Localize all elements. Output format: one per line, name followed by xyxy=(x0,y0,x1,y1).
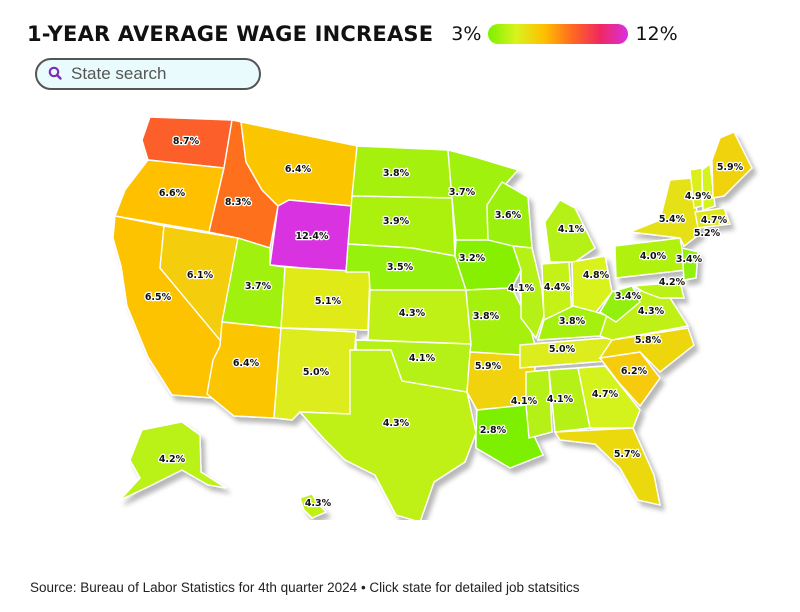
state-fl[interactable] xyxy=(553,427,661,506)
state-value-label-nd: 3.8% xyxy=(383,168,410,179)
state-ms[interactable] xyxy=(525,369,553,439)
state-wv[interactable] xyxy=(599,285,641,323)
legend-min-label: 3% xyxy=(451,23,482,45)
source-note: Source: Bureau of Labor Statistics for 4… xyxy=(30,580,580,595)
state-value-label-la: 2.8% xyxy=(480,425,507,436)
state-ga[interactable] xyxy=(577,365,641,429)
state-value-label-vt: 4.9% xyxy=(685,191,712,202)
state-value-label-al: 4.1% xyxy=(547,394,574,405)
state-value-label-wi: 3.6% xyxy=(495,210,522,221)
state-value-label-mn: 3.7% xyxy=(449,187,476,198)
state-value-label-wv: 3.4% xyxy=(615,291,642,302)
state-nj[interactable] xyxy=(681,247,699,281)
state-ak[interactable] xyxy=(119,421,227,501)
state-value-label-ms: 4.1% xyxy=(511,396,538,407)
state-value-label-tn: 5.0% xyxy=(549,344,576,355)
state-value-label-mi: 4.1% xyxy=(558,224,585,235)
state-value-label-il: 4.1% xyxy=(508,283,535,294)
state-me[interactable] xyxy=(711,131,753,199)
state-value-label-tx: 4.3% xyxy=(383,418,410,429)
state-value-label-in: 4.4% xyxy=(544,282,571,293)
legend-gradient-bar xyxy=(488,24,629,44)
state-nh[interactable] xyxy=(701,162,716,211)
state-mi[interactable] xyxy=(544,199,596,263)
state-il[interactable] xyxy=(511,245,545,340)
state-search-box[interactable] xyxy=(35,58,261,90)
state-or[interactable] xyxy=(114,159,225,233)
state-vt[interactable] xyxy=(689,167,703,209)
state-value-label-wy: 12.4% xyxy=(296,231,329,242)
page-title: 1-YEAR AVERAGE WAGE INCREASE xyxy=(27,22,434,46)
state-value-label-me: 5.9% xyxy=(717,162,744,173)
state-hi[interactable] xyxy=(299,493,328,519)
state-value-label-va: 4.3% xyxy=(638,306,665,317)
state-value-label-ca: 6.5% xyxy=(145,292,172,303)
state-value-label-mo: 3.8% xyxy=(473,311,500,322)
state-oh[interactable] xyxy=(571,255,613,313)
state-value-label-ak: 4.2% xyxy=(159,454,186,465)
state-value-label-nj: 3.4% xyxy=(676,254,703,265)
state-value-label-ok: 4.1% xyxy=(409,353,436,364)
state-value-label-az: 6.4% xyxy=(233,358,260,369)
state-value-label-id: 8.3% xyxy=(225,197,252,208)
state-value-label-ny: 5.4% xyxy=(659,214,686,225)
state-value-label-md: 4.2% xyxy=(659,277,686,288)
header: 1-YEAR AVERAGE WAGE INCREASE 3% 12% xyxy=(27,16,678,52)
state-value-label-mt: 6.4% xyxy=(285,164,312,175)
state-value-label-nv: 6.1% xyxy=(187,270,214,281)
state-search-input[interactable] xyxy=(71,64,241,84)
state-value-label-co: 5.1% xyxy=(315,296,342,307)
state-md[interactable] xyxy=(631,281,685,299)
state-value-label-sd: 3.9% xyxy=(383,216,410,227)
state-value-label-fl: 5.7% xyxy=(614,449,641,460)
magnifier-icon xyxy=(48,66,62,80)
state-nc[interactable] xyxy=(598,327,695,373)
legend-max-label: 12% xyxy=(635,23,678,45)
state-value-label-ar: 5.9% xyxy=(475,361,502,372)
color-legend: 3% 12% xyxy=(451,23,677,45)
state-value-label-hi: 4.3% xyxy=(305,498,332,509)
state-ny[interactable] xyxy=(629,177,701,248)
us-map: 8.7% 6.6% 6.5% 6.1% 8.3% 6.4% 12.4% 3.7% 5.1% 6.4… xyxy=(112,116,753,520)
state-value-label-pa: 4.0% xyxy=(640,251,667,262)
state-tx[interactable] xyxy=(298,349,477,520)
state-value-label-ga: 4.7% xyxy=(592,389,619,400)
state-value-label-ut: 3.7% xyxy=(245,281,272,292)
state-value-label-nh: 4.7% xyxy=(701,215,728,226)
state-value-label-ma: 5.2% xyxy=(694,228,721,239)
state-value-label-ks: 4.3% xyxy=(399,308,426,319)
state-ma[interactable] xyxy=(694,207,731,229)
state-value-label-or: 6.6% xyxy=(159,188,186,199)
state-value-label-ne: 3.5% xyxy=(387,262,414,273)
state-value-label-nc: 5.8% xyxy=(635,335,662,346)
state-value-label-wa: 8.7% xyxy=(173,136,200,147)
state-value-label-ky: 3.8% xyxy=(559,316,586,327)
state-value-label-oh: 4.8% xyxy=(583,270,610,281)
state-value-label-ia: 3.2% xyxy=(459,253,486,264)
state-value-label-sc: 6.2% xyxy=(621,366,648,377)
state-value-label-nm: 5.0% xyxy=(303,367,330,378)
